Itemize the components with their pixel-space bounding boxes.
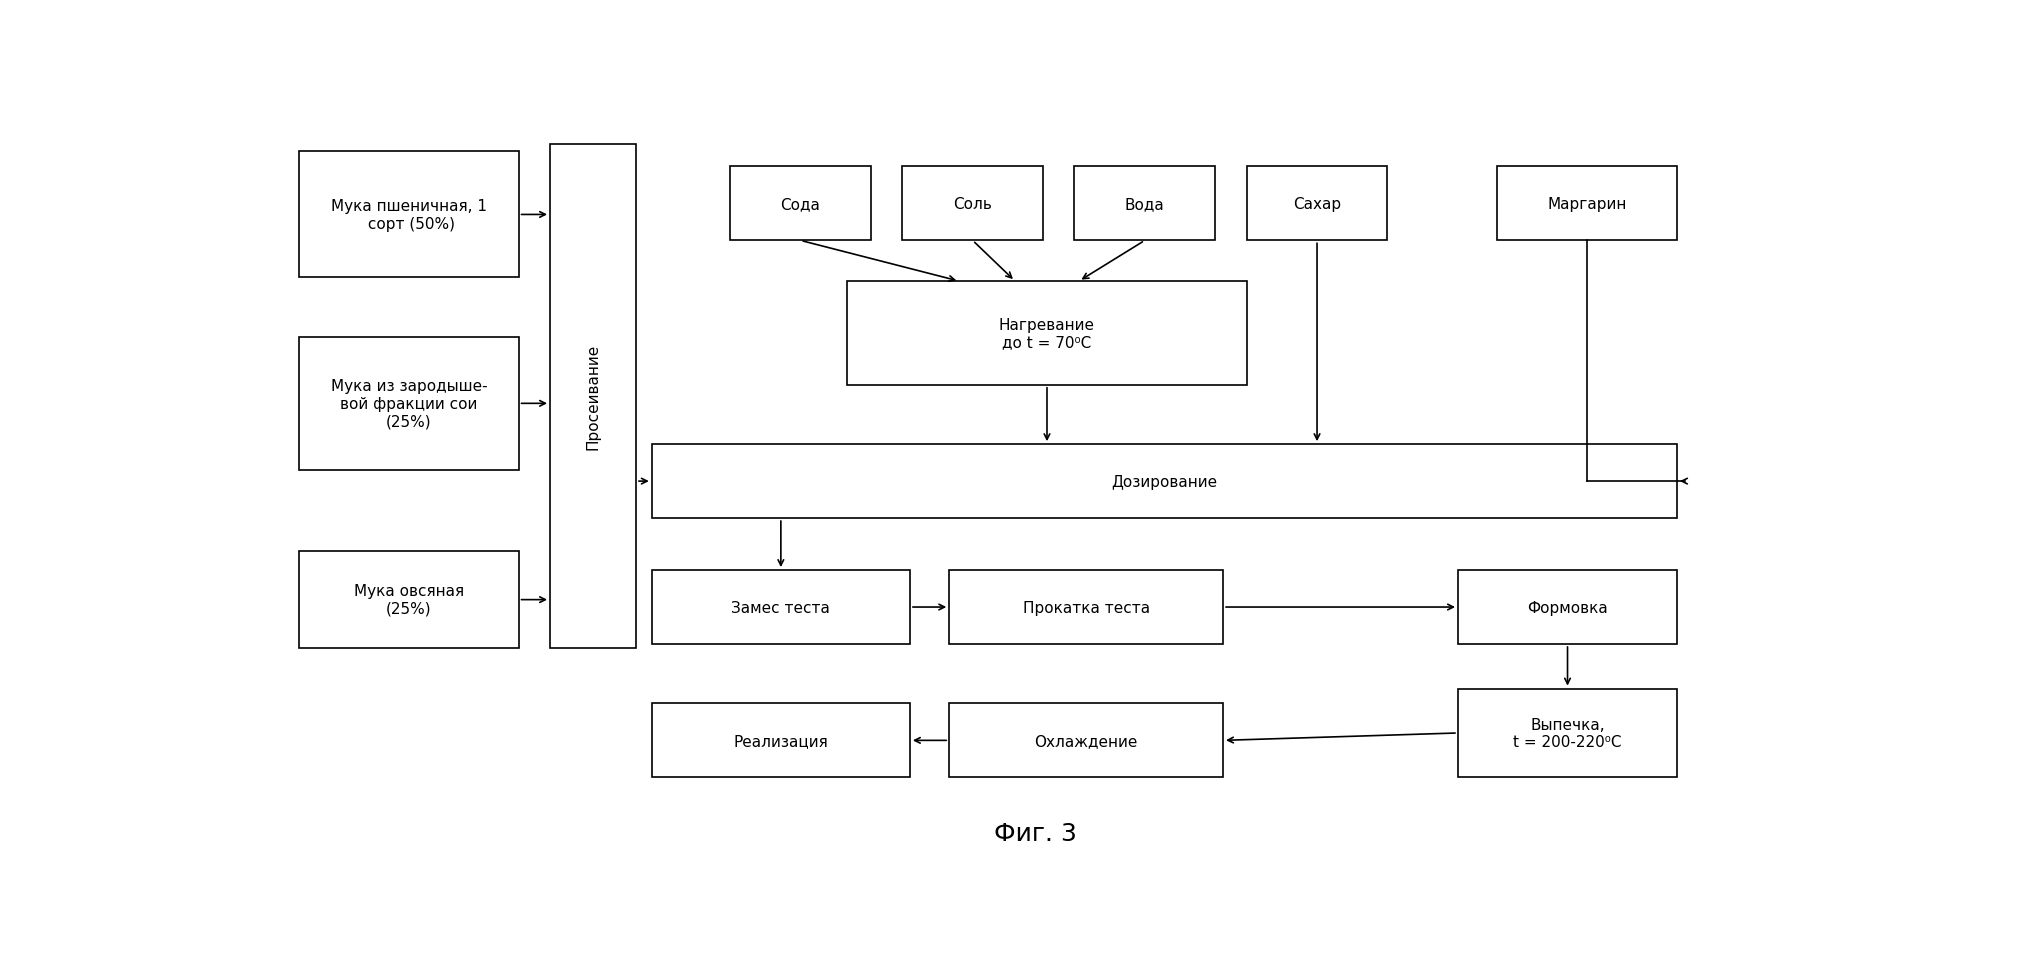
Bar	[848, 282, 1246, 385]
Text: Сахар: Сахар	[1293, 197, 1341, 211]
Bar	[549, 145, 636, 648]
Text: Мука из зародыше-
вой фракции сои
(25%): Мука из зародыше- вой фракции сои (25%)	[331, 379, 487, 429]
Text: Мука овсяная
(25%): Мука овсяная (25%)	[354, 584, 465, 616]
Bar	[652, 703, 909, 777]
Text: Замес теста: Замес теста	[731, 600, 830, 615]
Text: Фиг. 3: Фиг. 3	[994, 821, 1077, 845]
Text: Вода: Вода	[1125, 197, 1166, 211]
Bar	[949, 571, 1224, 645]
Bar	[299, 337, 519, 471]
Text: Реализация: Реализация	[733, 733, 828, 748]
Text: Дозирование: Дозирование	[1111, 474, 1218, 489]
Bar	[299, 153, 519, 278]
Text: Выпечка,
t = 200-220⁰С: Выпечка, t = 200-220⁰С	[1513, 717, 1622, 750]
Bar	[652, 571, 909, 645]
Text: Формовка: Формовка	[1527, 600, 1608, 615]
Bar	[652, 445, 1677, 519]
Bar	[1075, 167, 1216, 241]
Bar	[1458, 571, 1677, 645]
Text: Нагревание
до t = 70⁰С: Нагревание до t = 70⁰С	[1000, 317, 1095, 350]
Text: Просеивание: Просеивание	[586, 343, 600, 450]
Bar	[299, 552, 519, 648]
Bar	[949, 703, 1224, 777]
Bar	[1458, 689, 1677, 777]
Text: Соль: Соль	[953, 197, 992, 211]
Text: Маргарин: Маргарин	[1547, 197, 1626, 211]
Text: Сода: Сода	[780, 197, 820, 211]
Bar	[1497, 167, 1677, 241]
Bar	[1246, 167, 1388, 241]
Text: Охлаждение: Охлаждение	[1034, 733, 1137, 748]
Bar	[903, 167, 1042, 241]
Text: Мука пшеничная, 1
 сорт (50%): Мука пшеничная, 1 сорт (50%)	[331, 199, 487, 232]
Bar	[729, 167, 871, 241]
Text: Прокатка теста: Прокатка теста	[1022, 600, 1149, 615]
